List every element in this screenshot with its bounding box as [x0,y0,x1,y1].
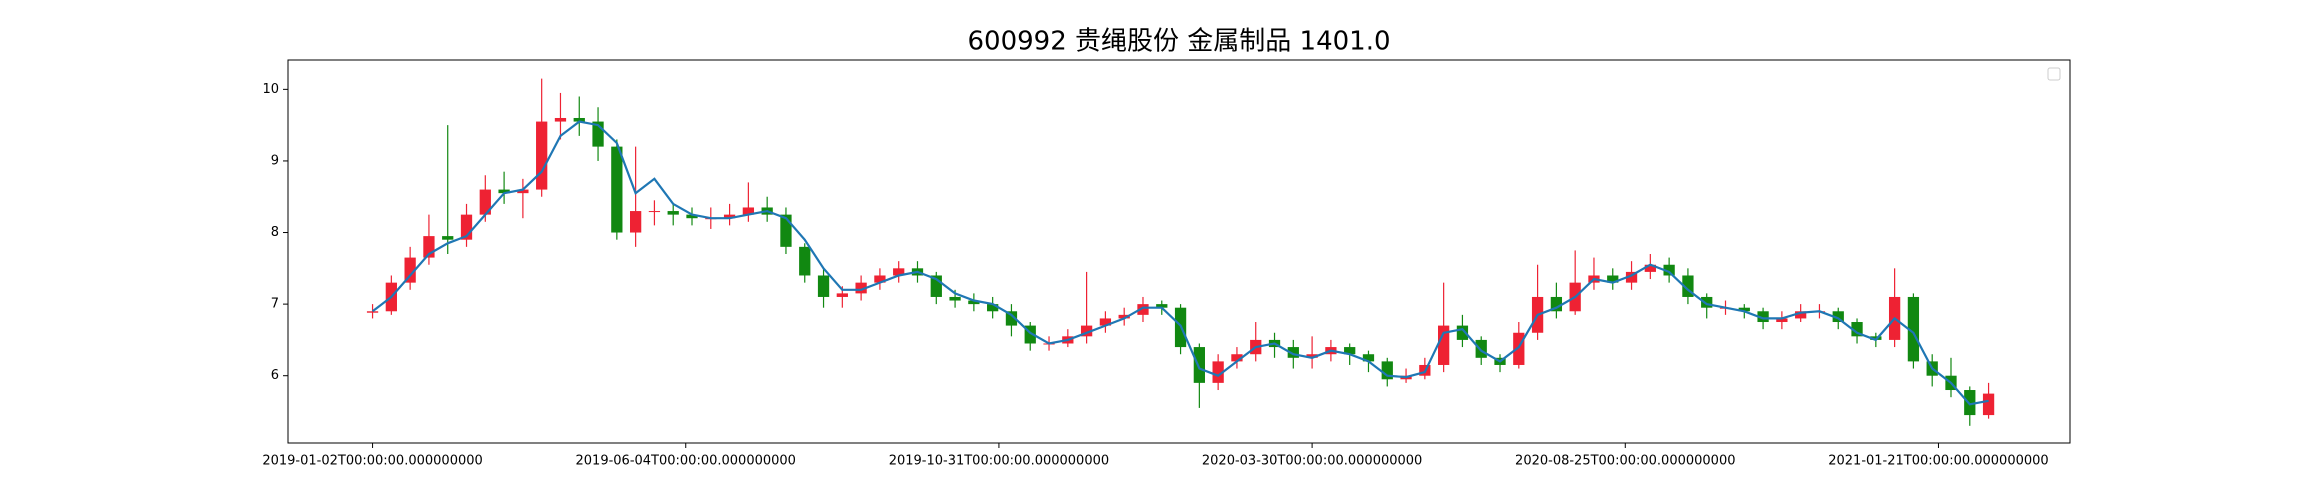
candle-body [1851,322,1863,337]
candle-body [1663,264,1675,276]
candle-body [423,236,435,258]
candle-body [404,257,416,283]
candle-body [1475,339,1487,358]
legend-box [2047,67,2061,81]
candle-body [1776,318,1788,323]
candle-body [987,304,999,312]
plot-frame [287,59,2071,444]
candle-body [1870,336,1882,340]
candle-body [592,121,604,147]
candle-body [479,189,491,215]
candle-body [517,189,529,194]
candle-body [1832,311,1844,323]
candle-body [1156,304,1168,308]
candle-body [1907,296,1920,362]
candle-body [498,189,510,194]
candle-body [1137,304,1149,315]
candle-body [1381,361,1393,380]
candle-body [1344,347,1356,355]
candle-body [874,275,886,283]
candle-body [366,311,379,313]
candle-body [629,211,642,233]
x-tick-label: 2019-01-02T00:00:00.000000000 [262,454,482,469]
candle-body [930,275,942,297]
candle-body [1795,311,1807,319]
candle-body [1701,296,1713,308]
candle-body [1644,264,1656,272]
candle-body [573,117,585,122]
candle-body [1607,275,1619,283]
x-tick-label: 2019-06-04T00:00:00.000000000 [576,454,796,469]
candle-body [817,275,830,297]
candle-body [1118,314,1130,319]
candle-body [611,146,623,233]
candle-body [1757,311,1769,323]
candle-body [1212,361,1224,383]
candle-body [1625,271,1638,283]
candle-body [836,293,848,297]
candle-body [1024,325,1036,344]
candle-body [723,214,736,219]
candle-body [536,121,548,190]
candle-body [742,207,755,215]
candle-body [1964,390,1976,416]
candle-body [686,214,698,219]
y-tick-label: 9 [271,153,279,168]
candle-body [1080,325,1093,337]
candle-body [1362,354,1375,362]
candle-body [554,117,567,122]
y-tick-label: 6 [271,368,279,383]
candle-body [442,236,454,240]
x-tick-label: 2020-08-25T00:00:00.000000000 [1515,454,1735,469]
candle-body [648,211,661,213]
candle-body [1513,332,1525,365]
candle-body [1287,347,1299,358]
candle-body [1193,347,1205,383]
candle-body [1550,296,1563,312]
y-tick-label: 8 [271,225,279,240]
y-tick-label: 10 [262,82,279,97]
candle-body [1438,325,1450,365]
candle-body [460,214,473,240]
candle-body [1982,393,1995,416]
candle-body [1682,275,1694,297]
candle-body [968,300,980,305]
candle-body [799,246,811,276]
candle-body [1456,325,1469,340]
y-tick-label: 7 [271,297,279,312]
candle-body [1306,354,1318,358]
x-tick-label: 2021-01-21T00:00:00.000000000 [1828,454,2048,469]
candle-body [1005,311,1018,326]
x-tick-label: 2019-10-31T00:00:00.000000000 [889,454,1109,469]
candle-body [893,268,905,276]
candle-body [949,296,961,301]
candle-body [780,214,792,247]
candle-body [855,282,867,294]
candle-body [1738,307,1750,312]
candle-body [1099,318,1112,326]
candle-body [1231,354,1243,362]
moving-average-line [371,120,1989,406]
chart-title: 600992 贵绳股份 金属制品 1401.0 [967,27,1390,57]
x-tick-label: 2020-03-30T00:00:00.000000000 [1202,454,1422,469]
candle-body [667,211,679,215]
